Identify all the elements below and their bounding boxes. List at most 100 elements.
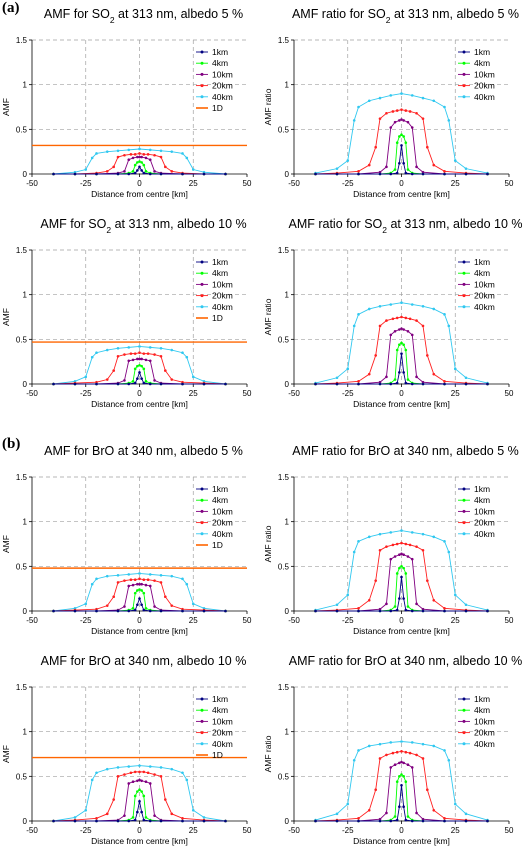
data-point-40km bbox=[105, 574, 109, 578]
data-point-20km bbox=[153, 353, 156, 356]
data-point-4km bbox=[136, 364, 139, 368]
data-point-20km bbox=[133, 352, 137, 355]
data-point-40km bbox=[421, 532, 425, 536]
data-point-40km bbox=[357, 105, 360, 109]
x-tick-label: -25 bbox=[342, 179, 354, 188]
y-tick-label: 1.5 bbox=[278, 683, 290, 692]
data-point-40km bbox=[357, 540, 360, 543]
x-tick-label: 25 bbox=[451, 179, 460, 188]
legend-marker-10km bbox=[200, 282, 204, 286]
y-axis-label: AMF bbox=[1, 98, 11, 116]
data-point-20km bbox=[164, 798, 167, 801]
data-point-20km bbox=[421, 324, 425, 328]
data-point-10km bbox=[144, 156, 148, 160]
data-point-20km bbox=[426, 354, 429, 357]
data-point-20km bbox=[116, 581, 120, 584]
data-point-20km bbox=[129, 578, 133, 582]
legend-label-4km: 4km bbox=[474, 268, 490, 278]
data-point-20km bbox=[138, 152, 141, 155]
data-point-4km bbox=[140, 589, 143, 592]
data-point-20km bbox=[374, 145, 377, 149]
data-point-40km bbox=[357, 313, 360, 316]
data-point-10km bbox=[144, 358, 148, 362]
data-point-1km bbox=[140, 169, 143, 172]
data-point-40km bbox=[148, 573, 152, 576]
data-point-10km bbox=[123, 379, 126, 382]
data-point-10km bbox=[393, 763, 397, 767]
legend-label-10km: 10km bbox=[212, 279, 233, 289]
y-tick-label: 0.5 bbox=[16, 335, 28, 344]
data-point-40km bbox=[378, 96, 382, 100]
legend-label-1km: 1km bbox=[212, 257, 228, 267]
data-point-20km bbox=[159, 355, 163, 358]
legend-marker-1km bbox=[200, 50, 204, 54]
data-point-20km bbox=[408, 751, 412, 755]
data-point-40km bbox=[116, 573, 120, 577]
data-point-20km bbox=[142, 352, 146, 355]
data-point-10km bbox=[378, 817, 382, 821]
data-point-40km bbox=[84, 602, 88, 606]
data-point-1km bbox=[389, 609, 393, 613]
data-point-20km bbox=[105, 170, 109, 173]
legend-label-40km: 40km bbox=[474, 302, 495, 312]
data-point-20km bbox=[133, 578, 137, 582]
data-point-1km bbox=[140, 377, 143, 380]
data-point-20km bbox=[400, 315, 403, 319]
x-axis-label: Distance from centre [km] bbox=[91, 836, 188, 846]
data-point-20km bbox=[395, 542, 399, 546]
data-point-40km bbox=[159, 766, 163, 769]
data-point-20km bbox=[443, 607, 446, 610]
data-point-4km bbox=[138, 788, 141, 792]
data-point-20km bbox=[432, 372, 436, 376]
data-point-40km bbox=[138, 147, 141, 151]
legend-label-40km: 40km bbox=[212, 739, 233, 749]
data-point-40km bbox=[127, 765, 131, 768]
y-axis-label: AMF bbox=[1, 308, 11, 326]
data-point-40km bbox=[148, 346, 152, 349]
data-point-1km bbox=[389, 819, 393, 823]
legend-label-1D: 1D bbox=[212, 750, 223, 760]
data-point-40km bbox=[432, 535, 436, 539]
chart-title: AMF for BrO at 340 nm, albedo 5 % bbox=[44, 444, 243, 458]
legend-marker-4km bbox=[200, 498, 204, 502]
data-point-1km bbox=[142, 608, 146, 612]
data-point-40km bbox=[127, 573, 131, 576]
data-point-20km bbox=[415, 111, 418, 115]
data-point-10km bbox=[402, 328, 405, 331]
data-point-1km bbox=[410, 382, 414, 386]
data-point-20km bbox=[123, 153, 126, 157]
data-point-40km bbox=[453, 367, 457, 371]
legend-label-10km: 10km bbox=[474, 506, 495, 516]
data-point-40km bbox=[346, 159, 350, 162]
data-point-4km bbox=[400, 773, 403, 776]
y-tick-label: 0 bbox=[285, 170, 290, 179]
data-point-40km bbox=[138, 345, 141, 348]
data-point-40km bbox=[464, 167, 468, 170]
data-point-1km bbox=[95, 609, 98, 613]
legend-label-10km: 10km bbox=[474, 716, 495, 726]
data-point-20km bbox=[123, 353, 126, 356]
data-point-20km bbox=[181, 607, 184, 611]
legend-label-1km: 1km bbox=[474, 694, 490, 704]
data-point-20km bbox=[357, 380, 360, 383]
y-tick-label: 0 bbox=[23, 607, 28, 616]
data-point-1km bbox=[398, 371, 401, 374]
data-point-4km bbox=[144, 607, 148, 610]
data-point-1km bbox=[486, 819, 489, 823]
x-tick-label: 0 bbox=[137, 616, 142, 625]
data-point-20km bbox=[105, 378, 109, 381]
data-point-1km bbox=[95, 819, 98, 823]
chart-title: AMF for BrO at 340 nm, albedo 10 % bbox=[41, 654, 247, 668]
data-point-40km bbox=[335, 603, 339, 607]
x-tick-label: 0 bbox=[399, 179, 404, 188]
y-tick-label: 1 bbox=[285, 518, 290, 527]
chart-panel-0: AMF for SO2 at 313 nm, albedo 5 % -50 -25 0… bbox=[1, 7, 252, 199]
data-point-40km bbox=[389, 531, 393, 534]
y-tick-label: 1 bbox=[23, 518, 28, 527]
data-point-10km bbox=[400, 327, 403, 330]
data-point-20km bbox=[367, 808, 371, 812]
y-tick-label: 1 bbox=[285, 81, 290, 90]
legend-label-10km: 10km bbox=[212, 69, 233, 79]
data-point-20km bbox=[357, 817, 360, 820]
y-axis-label: AMF bbox=[1, 535, 11, 553]
